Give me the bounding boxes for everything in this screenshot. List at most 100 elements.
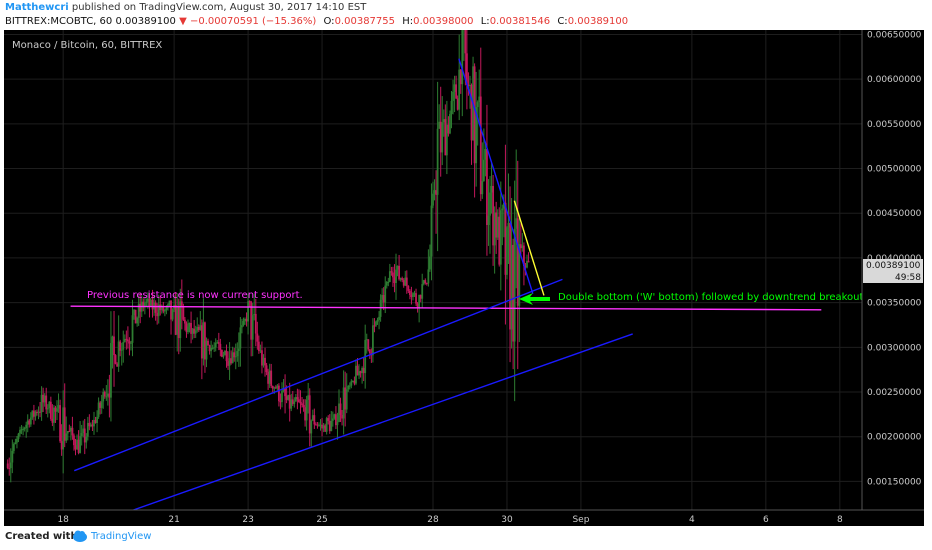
- publish-header: Matthewcri published on TradingView.com,…: [0, 0, 932, 30]
- candle-body: [350, 381, 353, 386]
- candle-body: [396, 265, 399, 270]
- candle-body: [301, 403, 303, 406]
- candle-body: [237, 348, 240, 352]
- open-label: O:: [323, 16, 335, 27]
- candle-body: [330, 420, 333, 432]
- candle-body: [150, 300, 152, 307]
- candle-body: [77, 439, 80, 453]
- candle-body: [316, 424, 319, 426]
- candle-body: [296, 397, 299, 400]
- time-tick-label: 23: [242, 515, 253, 525]
- candle-body: [145, 301, 148, 303]
- candle-body: [305, 399, 308, 421]
- candle-body: [39, 411, 41, 413]
- countdown-badge-text: 49:58: [895, 273, 921, 283]
- candle-body: [384, 285, 387, 303]
- down-triangle-icon: ▼: [179, 16, 187, 27]
- candle-body: [458, 69, 461, 110]
- candle-body: [257, 341, 260, 351]
- candle-body: [83, 428, 86, 443]
- candle-body: [478, 96, 481, 103]
- candle-body: [214, 343, 217, 348]
- candle-body: [51, 418, 54, 423]
- candle-body: [106, 393, 109, 397]
- candle-body: [390, 271, 393, 273]
- candle-body: [48, 401, 51, 409]
- open-value: 0.00387755: [334, 16, 396, 27]
- candle-body: [25, 424, 28, 429]
- candle-body: [254, 313, 257, 334]
- time-axis[interactable]: 18 21 23 25 28 30 Sep 4 6 8: [57, 515, 842, 525]
- candle-body: [6, 463, 9, 468]
- price-axis[interactable]: 0.00650000 0.00600000 0.00550000 0.00500000…: [867, 30, 922, 487]
- candle-body: [86, 422, 89, 437]
- candle-body: [128, 341, 131, 344]
- candle-body: [467, 84, 470, 86]
- chart[interactable]: Monaco / Bitcoin, 60, BITTREX Previous r…: [0, 30, 932, 526]
- candle-body: [452, 91, 454, 101]
- candle-body: [110, 343, 112, 398]
- candle-body: [264, 357, 266, 366]
- candle-body: [102, 391, 105, 402]
- candle-body: [464, 30, 467, 54]
- candle-body: [442, 119, 445, 123]
- candle-body: [213, 347, 216, 349]
- candle-body: [230, 358, 233, 364]
- candle-body: [236, 351, 239, 357]
- candle-body: [345, 389, 348, 410]
- candle-body: [207, 340, 209, 346]
- candle-body: [276, 385, 279, 389]
- candle-body: [418, 295, 421, 309]
- published-text: published on TradingView.com, August 30,…: [71, 2, 367, 13]
- candle-body: [489, 192, 491, 216]
- arrow-left-icon: [519, 293, 550, 305]
- candle-body: [130, 342, 132, 344]
- tradingview-brand[interactable]: TradingView: [72, 529, 151, 543]
- candle-body: [499, 210, 502, 265]
- candle-body: [142, 301, 145, 308]
- candle-body: [233, 352, 236, 358]
- candle-body: [185, 323, 188, 333]
- candle-body: [199, 325, 202, 330]
- candle-body: [136, 317, 139, 324]
- candle-body: [408, 290, 411, 296]
- candle-body: [365, 339, 368, 341]
- candle-body: [171, 309, 174, 320]
- author-link[interactable]: Matthewcri: [5, 2, 69, 13]
- candles: [6, 30, 530, 483]
- candle-body: [367, 339, 370, 350]
- candle-body: [168, 300, 171, 305]
- candle-body: [22, 428, 25, 430]
- candle-body: [313, 415, 316, 425]
- countdown-badge: [863, 271, 923, 283]
- close-label: C:: [557, 16, 568, 27]
- candle-body: [234, 356, 237, 358]
- candle-body: [419, 295, 422, 299]
- candle-body: [265, 365, 268, 373]
- candle-body: [205, 340, 208, 360]
- candle-body: [518, 244, 521, 306]
- candle-body: [216, 342, 219, 344]
- change-value: −0.00070591 (−15.36%): [189, 16, 317, 27]
- yellow-trend-line: [513, 200, 545, 296]
- candle-body: [76, 439, 78, 450]
- high-label: H:: [402, 16, 414, 27]
- candle-body: [496, 216, 499, 238]
- candle-body: [42, 394, 45, 403]
- candle-body: [157, 304, 160, 317]
- candle-body: [347, 385, 350, 390]
- candle-body: [506, 227, 508, 275]
- candle-body: [270, 370, 273, 386]
- candle-body: [204, 322, 206, 360]
- candle-body: [91, 424, 94, 427]
- low-value: 0.00381546: [489, 16, 551, 27]
- candle-body: [376, 319, 379, 322]
- candle-body: [97, 402, 100, 417]
- candle-body: [445, 124, 448, 156]
- support-annotation: Previous resistance is now current suppo…: [87, 290, 303, 301]
- candle-body: [125, 338, 128, 340]
- candle-body: [163, 309, 166, 312]
- candle-body: [361, 367, 364, 374]
- tradingview-cloud-icon: [73, 530, 87, 542]
- low-label: L:: [480, 16, 490, 27]
